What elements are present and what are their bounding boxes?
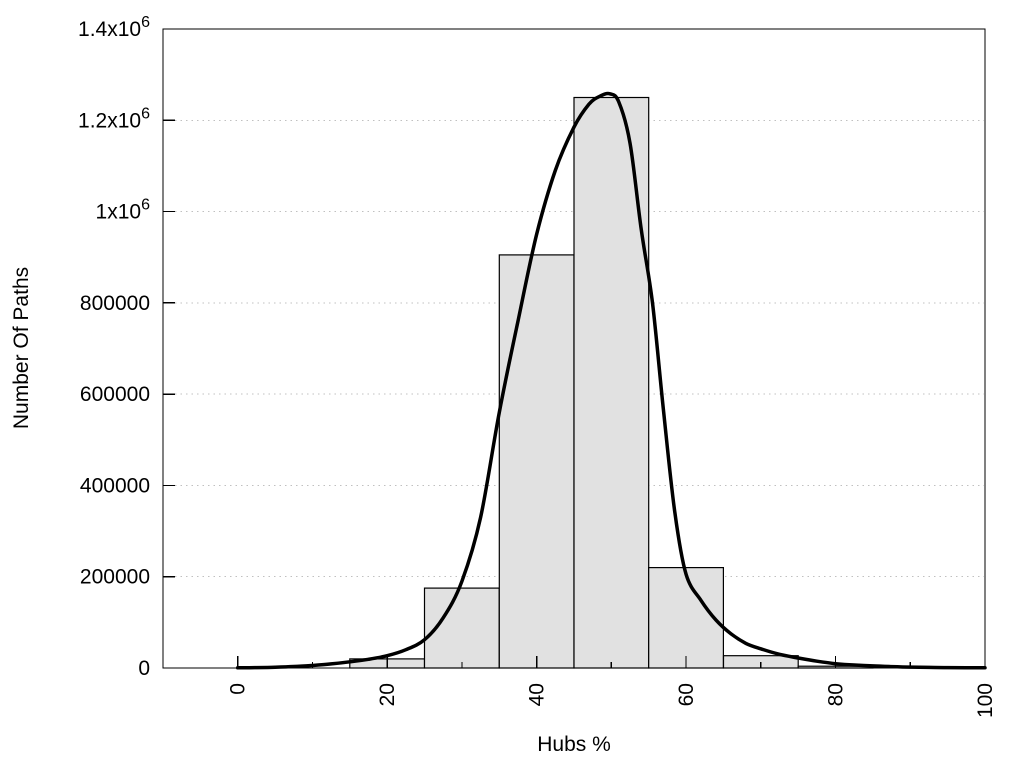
y-tick-label: 200000 [80,566,150,589]
y-tick-labels: 0 200000 400000 600000 800000 1x106 1.2x106 1.4… [78,14,150,680]
histogram-bar [648,566,725,669]
x-tick-label: 60 [675,683,698,706]
gridlines [164,119,984,578]
y-tick-label: 1.4x106 [78,14,150,41]
x-tick-label: 40 [526,683,549,706]
plot-border [162,28,986,669]
x-axis-title: Hubs % [537,733,611,756]
x-tick-label: 20 [376,683,399,706]
axis-ticks [163,28,986,669]
distribution-curve [235,91,987,670]
x-tick-label: 0 [227,683,250,695]
y-axis-title: Number Of Paths [10,267,33,429]
histogram-bar [573,96,650,669]
x-tick-labels: 0 20 40 60 80 100 [227,683,997,718]
y-tick-label: 0 [138,657,150,680]
x-tick-label: 100 [974,683,997,718]
histogram-bars [349,96,874,669]
y-tick-label: 1x106 [96,197,151,224]
y-tick-label: 800000 [80,292,150,315]
x-tick-label: 80 [825,683,848,706]
y-tick-label: 600000 [80,383,150,406]
y-tick-label: 400000 [80,474,150,497]
histogram-bar [498,254,575,669]
y-tick-label: 1.2x106 [78,105,150,132]
